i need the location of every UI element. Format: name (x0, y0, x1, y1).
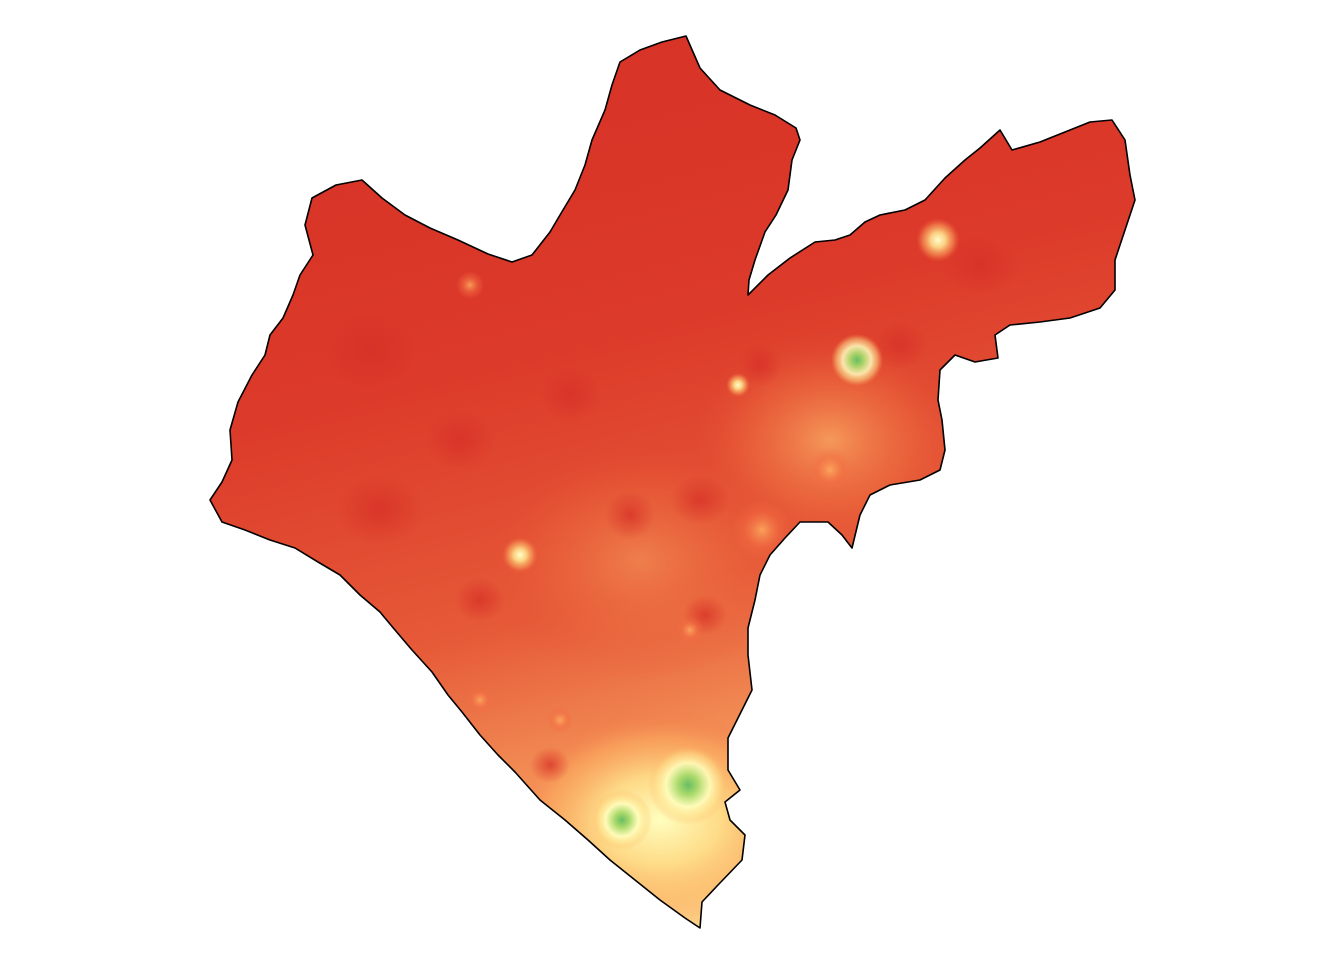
hotspot-south-green-2 (592, 790, 652, 850)
hotspot-center-2 (732, 500, 792, 560)
hotspot-center-3 (726, 373, 750, 397)
dark-patch (940, 235, 1020, 295)
dark-patch (530, 747, 570, 783)
dark-patch (872, 320, 928, 370)
dark-patch (425, 410, 495, 470)
hotspot-south-green-1 (648, 745, 728, 825)
hotspot-s-1 (546, 706, 574, 734)
hotspot-s-2 (676, 616, 704, 644)
hotspot-center-1 (502, 537, 538, 573)
region-boundary (209, 35, 1136, 929)
dark-patch (325, 310, 415, 390)
dark-patch (605, 490, 655, 540)
hotspot-east-2 (808, 448, 852, 492)
hotspot-east-green (831, 334, 883, 386)
hotspot-nw-cluster-1 (456, 271, 484, 299)
dark-patch (670, 475, 730, 525)
south-glow (510, 710, 810, 928)
dark-patch (335, 475, 425, 545)
hotspot-sw-1 (466, 686, 494, 714)
dark-patch (540, 367, 600, 423)
hotspot-ne-1 (916, 218, 960, 262)
dark-patch (738, 343, 782, 387)
dark-patch (455, 578, 505, 622)
